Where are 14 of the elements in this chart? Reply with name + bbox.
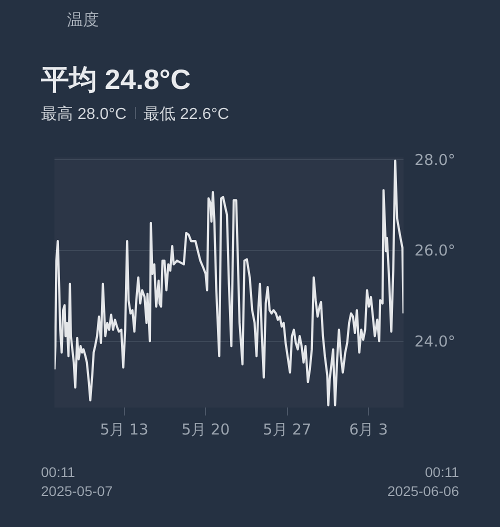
x-tick-label: 5月 27 [262, 420, 312, 438]
y-tick-label: 28.0° [414, 150, 456, 169]
y-tick-label: 24.0° [414, 332, 456, 351]
chart-title: 温度 [67, 10, 99, 31]
line-series [54, 160, 404, 406]
text: 最高 28.0°C [41, 106, 127, 123]
x-tick-label: 5月 13 [100, 420, 148, 438]
text: 最低 22.6°C [144, 106, 230, 123]
chart-subtitle: 平均 24.8°C [41, 63, 191, 97]
text: 00:11 2025-06-06 [387, 463, 459, 501]
text: 00:11 2025-05-07 [41, 463, 113, 501]
x-tick-label: 5月 20 [181, 420, 230, 438]
y-tick-label: 26.0° [414, 242, 456, 260]
x-tick-label: 6月 3 [349, 420, 388, 438]
